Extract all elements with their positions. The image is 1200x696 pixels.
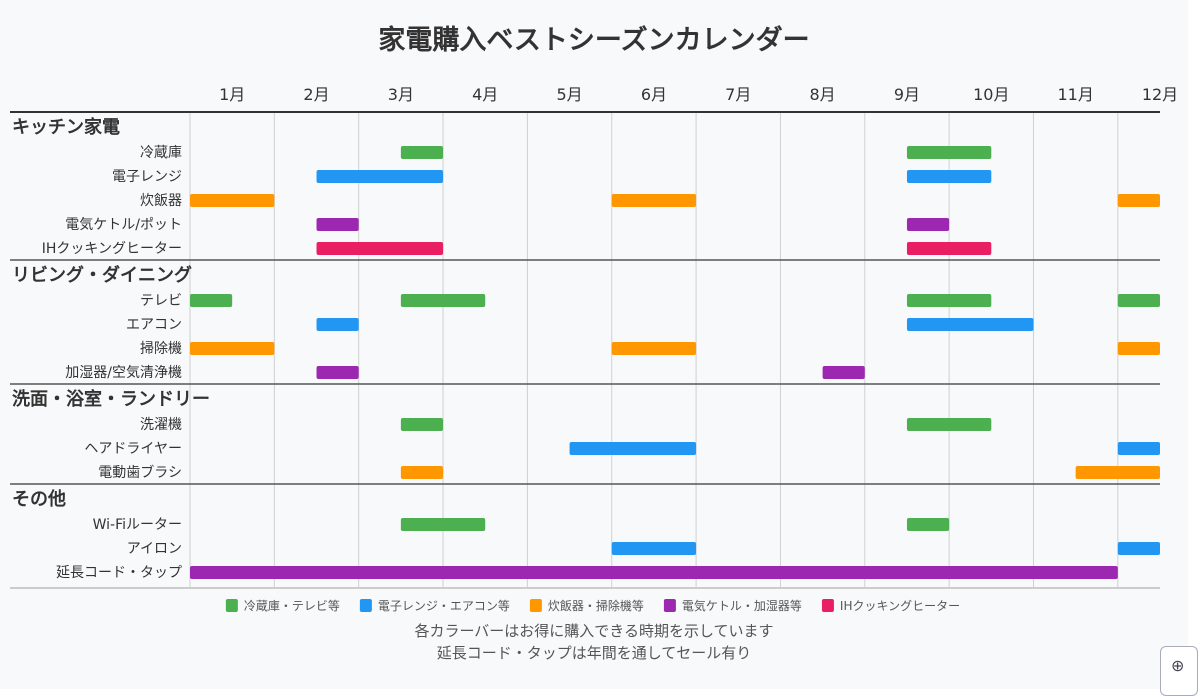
legend-swatch [529, 599, 542, 612]
x-tick-label: 10月 [973, 85, 1009, 104]
row-label: Wi-Fiルーター [93, 517, 182, 533]
zoom-button[interactable]: ⊕ [1160, 646, 1198, 696]
period-bar [316, 242, 444, 255]
period-bar [611, 194, 697, 207]
period-bar [1117, 342, 1160, 355]
row-label: ヘアドライヤー [84, 441, 182, 457]
period-bar [611, 342, 697, 355]
chart-title: 家電購入ベストシーズンカレンダー [378, 25, 810, 56]
period-bar [906, 170, 992, 183]
period-bar [1117, 442, 1160, 455]
period-bar [190, 294, 233, 307]
row-label: 冷蔵庫 [140, 144, 182, 161]
period-bar [1117, 194, 1160, 207]
legend-swatch [663, 599, 676, 612]
legend-label: 冷蔵庫・テレビ等 [244, 599, 340, 613]
legend-label: IHクッキングヒーター [840, 599, 960, 613]
period-bar [611, 542, 697, 555]
x-tick-label: 4月 [472, 85, 498, 104]
group-label: その他 [12, 488, 66, 510]
period-bar [1117, 294, 1160, 307]
legend-swatch [225, 599, 238, 612]
legend-label: 電子レンジ・エアコン等 [378, 599, 510, 613]
row-label: テレビ [140, 293, 182, 309]
period-bar [400, 146, 444, 159]
period-bar [316, 218, 359, 231]
period-bar [906, 418, 992, 431]
period-bar [1075, 466, 1160, 479]
period-bar [569, 442, 697, 455]
period-bar [906, 146, 992, 159]
period-bar [316, 318, 359, 331]
group-label: キッチン家電 [12, 116, 120, 138]
period-bar [400, 418, 444, 431]
row-label: エアコン [126, 317, 182, 333]
period-bar [906, 242, 992, 255]
row-label: アイロン [127, 541, 182, 557]
annotation: 各カラーバーはお得に購入できる時期を示しています [414, 622, 773, 640]
row-label: 延長コード・タップ [56, 565, 182, 581]
x-tick-label: 5月 [556, 85, 582, 104]
row-label: 炊飯器 [140, 192, 182, 209]
x-tick-label: 12月 [1142, 85, 1178, 104]
legend-swatch [359, 599, 372, 612]
group-label: リビング・ダイニング [12, 264, 192, 286]
period-bar [906, 218, 950, 231]
x-tick-label: 8月 [810, 85, 836, 104]
period-bar [316, 170, 444, 183]
x-tick-label: 6月 [641, 85, 667, 104]
period-bar [1117, 542, 1160, 555]
period-bar [316, 366, 359, 379]
x-tick-label: 7月 [725, 85, 751, 104]
row-label: IHクッキングヒーター [42, 241, 182, 257]
period-bar [190, 566, 1118, 579]
period-bar [906, 318, 1034, 331]
annotation: 延長コード・タップは年間を通してセール有り [437, 644, 752, 662]
row-label: 電動歯ブラシ [98, 464, 182, 481]
period-bar [822, 366, 865, 379]
legend-label: 電気ケトル・加湿器等 [682, 598, 802, 613]
row-label: 電気ケトル/ポット [65, 217, 182, 233]
row-label: 加湿器/空気清浄機 [65, 365, 182, 381]
x-tick-label: 11月 [1057, 85, 1093, 104]
x-tick-label: 9月 [894, 85, 920, 104]
row-label: 電子レンジ [112, 169, 182, 185]
period-bar [906, 518, 950, 531]
period-bar [190, 342, 275, 355]
legend-swatch [821, 599, 834, 612]
period-bar [400, 518, 486, 531]
x-tick-label: 2月 [303, 85, 329, 104]
period-bar [400, 466, 444, 479]
period-bar [906, 294, 992, 307]
x-tick-label: 3月 [388, 85, 414, 104]
period-bar [400, 294, 486, 307]
row-label: 洗濯機 [140, 417, 182, 433]
group-label: 洗面・浴室・ランドリー [12, 388, 210, 410]
x-tick-label: 1月 [219, 85, 245, 104]
legend-label: 炊飯器・掃除機等 [548, 598, 644, 613]
period-bar [190, 194, 275, 207]
row-label: 掃除機 [140, 340, 182, 357]
zoom-in-icon: ⊕ [1171, 656, 1185, 675]
